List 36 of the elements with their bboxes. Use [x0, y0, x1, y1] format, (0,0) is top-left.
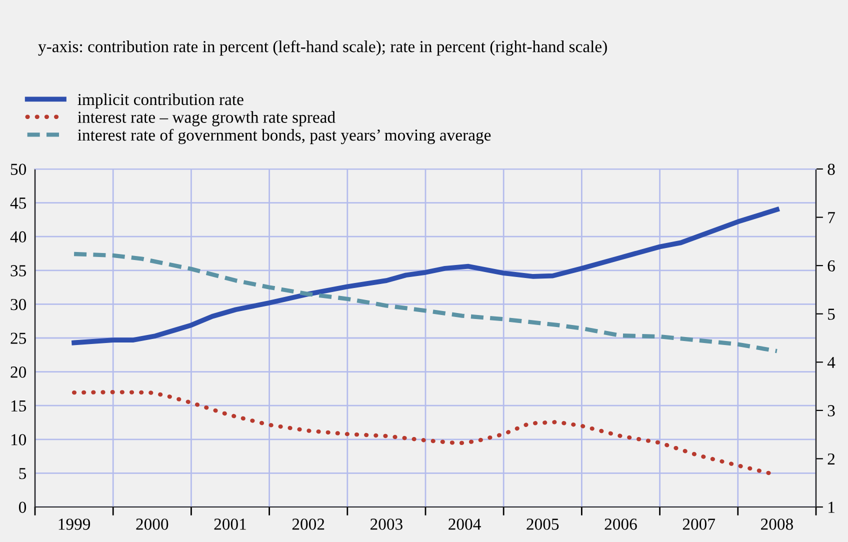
y2-tick-label: 6	[828, 260, 835, 272]
y2-tick-label: 8	[828, 164, 835, 175]
y2-tick-label: 2	[828, 453, 835, 464]
y-tick-label: 35	[10, 265, 26, 276]
y2-tick-label: 3	[828, 405, 835, 416]
chart-title: y-axis: contribution rate in percent (left-hand scale); rate in percent (right-hand scale)	[38, 40, 607, 56]
x-tick-label: 2004	[448, 518, 481, 530]
y-tick-label: 45	[10, 198, 26, 209]
y2-tick-label: 7	[828, 212, 835, 224]
line-series	[72, 252, 780, 354]
y-tick-label: 40	[10, 231, 26, 243]
y-tick-label: 20	[10, 366, 26, 378]
legend-label: implicit contribution rate	[78, 93, 244, 109]
y-tick-label: 10	[11, 434, 26, 446]
x-tick-label: 1999	[58, 518, 90, 530]
line-series	[72, 390, 774, 476]
y-tick-label: 5	[19, 468, 26, 480]
x-tick-label: 2001	[214, 518, 246, 530]
x-tick-label: 2000	[136, 518, 168, 530]
y-tick-label: 15	[11, 400, 26, 412]
y-tick-label: 30	[10, 298, 26, 310]
x-tick-label: 2008	[761, 518, 793, 530]
x-tick-label: 2007	[682, 518, 716, 530]
x-tick-label: 2005	[526, 518, 559, 530]
y2-tick-label: 5	[828, 308, 835, 320]
y-tick-label: 0	[18, 502, 26, 513]
y-tick-label: 25	[10, 332, 26, 344]
legend-label: interest rate – wage growth rate spread	[78, 111, 336, 126]
x-tick-label: 2006	[604, 518, 637, 530]
line-series	[72, 207, 780, 346]
legend-label: interest rate of government bonds, past years’ moving average	[78, 128, 491, 144]
x-tick-label: 2003	[370, 518, 402, 530]
y2-tick-label: 4	[827, 356, 836, 368]
y-tick-label: 50	[10, 164, 26, 175]
x-tick-label: 2002	[292, 518, 324, 530]
y2-tick-label: 1	[828, 502, 834, 513]
